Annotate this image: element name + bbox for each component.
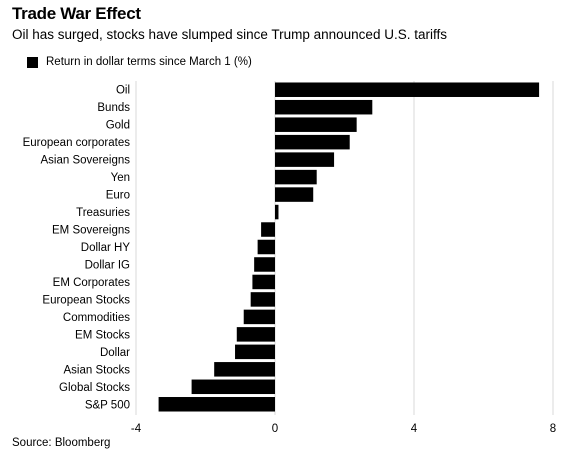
bar-13 bbox=[243, 309, 275, 325]
category-label-15: Dollar bbox=[100, 347, 130, 359]
legend: Return in dollar terms since March 1 (%) bbox=[27, 56, 252, 68]
category-label-10: Dollar IG bbox=[85, 259, 130, 271]
bar-15 bbox=[235, 344, 275, 360]
bar-12 bbox=[250, 292, 275, 307]
category-label-4: Asian Sovereigns bbox=[41, 155, 131, 167]
bar-10 bbox=[254, 257, 275, 272]
bar-5 bbox=[275, 169, 317, 185]
bar-6 bbox=[275, 187, 314, 202]
category-label-17: Global Stocks bbox=[59, 382, 130, 394]
bar-8 bbox=[261, 222, 275, 237]
category-label-1: Bunds bbox=[97, 102, 130, 114]
category-label-3: European corporates bbox=[23, 137, 131, 149]
bar-7 bbox=[275, 204, 279, 220]
bar-18 bbox=[158, 397, 275, 412]
category-label-5: Yen bbox=[111, 172, 130, 184]
bar-1 bbox=[275, 99, 373, 115]
bar-4 bbox=[275, 152, 335, 167]
bar-3 bbox=[275, 134, 350, 150]
category-label-7: Treasuries bbox=[76, 207, 130, 219]
bar-17 bbox=[191, 379, 275, 395]
bar-16 bbox=[214, 362, 275, 377]
legend-swatch bbox=[27, 56, 38, 68]
legend-label: Return in dollar terms since March 1 (%) bbox=[46, 56, 252, 68]
bar-0 bbox=[275, 82, 540, 97]
source-note: Source: Bloomberg bbox=[12, 437, 111, 449]
category-label-11: EM Corporates bbox=[53, 277, 131, 289]
chart-subtitle: Oil has surged, stocks have slumped sinc… bbox=[12, 27, 447, 42]
category-label-13: Commodities bbox=[63, 312, 130, 324]
x-tick-label-2: 4 bbox=[411, 423, 418, 435]
bar-11 bbox=[252, 274, 275, 290]
x-tick-label-1: 0 bbox=[272, 423, 278, 435]
category-label-8: EM Sovereigns bbox=[52, 225, 130, 237]
category-label-0: Oil bbox=[116, 85, 130, 97]
bar-9 bbox=[257, 239, 275, 255]
category-label-9: Dollar HY bbox=[81, 242, 131, 254]
bar-2 bbox=[275, 117, 357, 132]
x-tick-label-0: -4 bbox=[131, 423, 142, 435]
chart-title: Trade War Effect bbox=[12, 4, 141, 23]
bar-14 bbox=[236, 327, 275, 342]
x-tick-label-3: 8 bbox=[550, 423, 556, 435]
category-label-2: Gold bbox=[106, 120, 130, 132]
category-label-14: EM Stocks bbox=[75, 329, 130, 341]
category-label-16: Asian Stocks bbox=[64, 364, 131, 376]
category-label-12: European Stocks bbox=[42, 294, 130, 306]
category-label-6: Euro bbox=[106, 190, 130, 202]
category-label-18: S&P 500 bbox=[85, 399, 130, 411]
